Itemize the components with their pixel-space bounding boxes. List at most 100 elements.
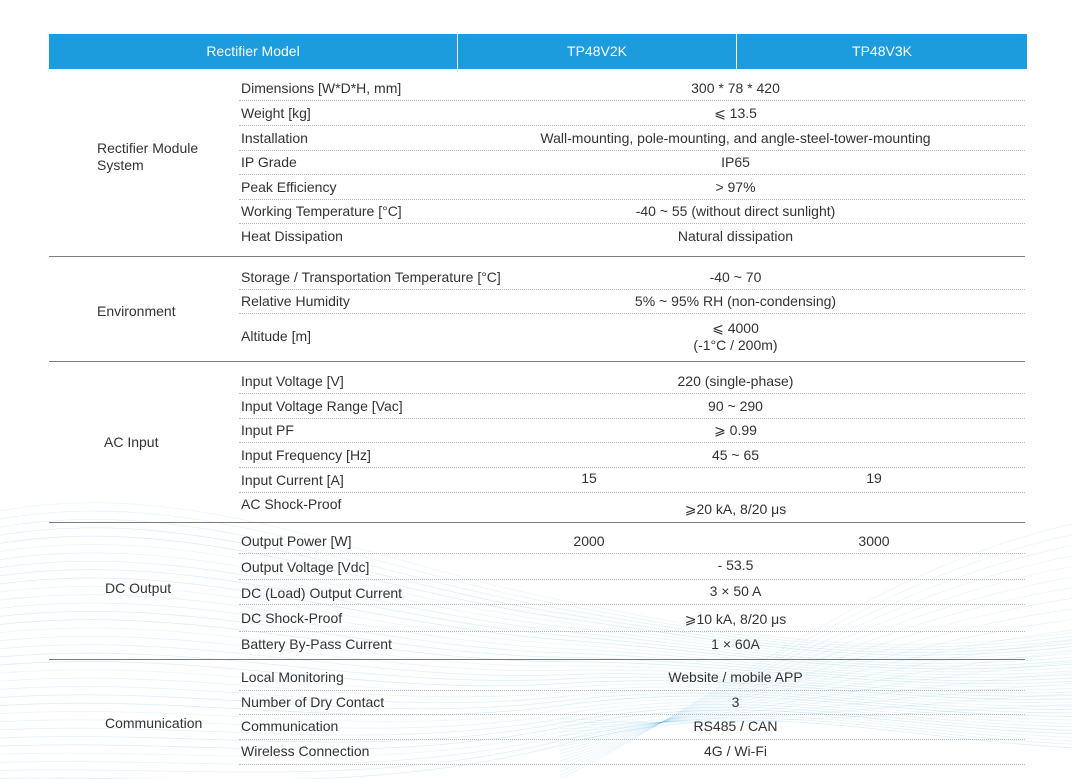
wave-line (0, 717, 1072, 773)
value-communication: RS485 / CAN (693, 718, 778, 734)
table-row: Relative Humidity 5% ~ 95% RH (non-conde… (239, 290, 1025, 314)
row-divider (239, 313, 1025, 314)
section-label: Rectifier Module System (97, 140, 198, 174)
wave-line (0, 698, 1072, 722)
row-divider (239, 467, 1025, 468)
wave-line (0, 712, 1072, 758)
value-working-temperature: -40 ~ 55 (without direct sunlight) (635, 203, 836, 219)
wave-line (0, 695, 1072, 717)
value-input-current-a: 15 (581, 470, 597, 486)
row-divider (239, 100, 1025, 101)
table-row: Dimensions [W*D*H, mm] 300 * 78 * 420 (239, 77, 1025, 101)
param-battery-bypass-current: Battery By-Pass Current (241, 636, 392, 652)
table-row: Input Voltage Range [Vac] 90 ~ 290 (239, 394, 1025, 419)
wave-line (0, 544, 1072, 659)
wave-line (0, 686, 1072, 710)
table-row: Heat Dissipation Natural dissipation (239, 224, 1025, 249)
section-label: DC Output (105, 580, 172, 596)
wave-line (0, 704, 1072, 736)
table-row: Input PF ⩾ 0.99 (239, 419, 1025, 443)
wave-line (559, 587, 1072, 758)
param-input-voltage: Input Voltage [V] (241, 373, 344, 389)
table-row: Storage / Transportation Temperature [°C… (239, 265, 1025, 290)
table-row: IP Grade IP65 (239, 151, 1025, 175)
wave-line (0, 552, 1072, 662)
row-divider (239, 125, 1025, 126)
value-altitude: ⩽ 4000 (-1°C / 200m) (429, 320, 1042, 354)
table-row: Output Power [W] 2000 3000 (239, 529, 1025, 554)
value-battery-bypass-current: 1 × 60A (711, 636, 760, 652)
value-input-frequency: 45 ~ 65 (711, 447, 760, 463)
value-storage-temperature: -40 ~ 70 (709, 269, 762, 285)
param-dimensions: Dimensions [W*D*H, mm] (241, 80, 402, 96)
wave-line (559, 704, 1072, 723)
wave-line (0, 577, 1072, 670)
row-divider (239, 631, 1025, 632)
param-input-current: Input Current [A] (241, 472, 344, 488)
wave-line (0, 714, 1072, 765)
section-communication: Communication Local Monitoring Website /… (49, 666, 1027, 772)
row-divider (239, 690, 1025, 691)
value-output-power-b: 3000 (858, 533, 890, 549)
table-row: Local Monitoring Website / mobile APP (239, 666, 1025, 691)
wave-line (559, 640, 1072, 740)
row-divider (239, 150, 1025, 151)
section-label: Environment (97, 303, 176, 319)
header-divider (736, 34, 737, 69)
section-dc-output: DC Output Output Power [W] 2000 3000 Out… (49, 529, 1027, 658)
param-heat-dissipation: Heat Dissipation (241, 228, 343, 244)
table-row: AC Shock-Proof ⩾20 kA, 8/20 μs (239, 493, 1025, 520)
wave-line (0, 560, 1072, 664)
wave-line (559, 523, 1072, 779)
section-label-line: Rectifier Module (97, 140, 199, 156)
wave-line (0, 585, 1072, 673)
row-divider (239, 604, 1025, 605)
wave-line (0, 527, 1072, 653)
wave-line (559, 619, 1072, 747)
wave-line (0, 602, 1072, 679)
value-altitude-line: (-1°C / 200m) (693, 337, 778, 353)
value-output-power-a: 2000 (573, 533, 605, 549)
table-row: Input Current [A] 15 19 (239, 468, 1025, 493)
row-divider (239, 739, 1025, 740)
wave-line (559, 598, 1072, 755)
header-rectifier-model: Rectifier Model (206, 43, 300, 59)
param-storage-temperature: Storage / Transportation Temperature [°C… (241, 269, 501, 285)
param-input-frequency: Input Frequency [Hz] (241, 447, 371, 463)
section-divider (49, 522, 1025, 523)
wave-line (559, 545, 1072, 773)
value-input-voltage: 220 (single-phase) (677, 373, 794, 389)
value-ip-grade: IP65 (721, 154, 750, 170)
row-divider (239, 174, 1025, 175)
row-divider (239, 579, 1025, 580)
header-divider (457, 34, 458, 69)
wave-line (0, 661, 1072, 700)
table-row: DC (Load) Output Current 3 × 50 A (239, 580, 1025, 605)
wave-line (0, 644, 1072, 694)
section-environment: Environment Storage / Transportation Tem… (49, 265, 1027, 361)
table-row: Wireless Connection 4G / Wi-Fi (239, 740, 1025, 765)
row-divider (239, 393, 1025, 394)
wave-line (0, 569, 1072, 667)
value-heat-dissipation: Natural dissipation (677, 228, 794, 244)
header-model-b: TP48V3K (852, 43, 912, 59)
table-row: DC Shock-Proof ⩾10 kA, 8/20 μs (239, 605, 1025, 632)
wave-line (0, 502, 1072, 645)
table-row: Number of Dry Contact 3 (239, 691, 1025, 715)
param-ip-grade: IP Grade (241, 154, 297, 170)
section-divider (49, 361, 1025, 362)
row-divider (239, 553, 1025, 554)
wave-line (559, 682, 1072, 726)
table-row: Peak Efficiency > 97% (239, 175, 1025, 200)
row-divider (239, 714, 1025, 715)
wave-line (0, 677, 1072, 707)
param-working-temperature: Working Temperature [°C] (241, 203, 402, 219)
value-relative-humidity: 5% ~ 95% RH (non-condensing) (634, 293, 837, 309)
param-relative-humidity: Relative Humidity (241, 293, 350, 309)
section-label-line: System (97, 157, 144, 173)
value-ac-shock-proof: ⩾20 kA, 8/20 μs (684, 501, 787, 517)
value-dry-contact: 3 (731, 694, 740, 710)
value-dc-output-current: 3 × 50 A (709, 583, 762, 599)
wave-line (0, 709, 1072, 750)
